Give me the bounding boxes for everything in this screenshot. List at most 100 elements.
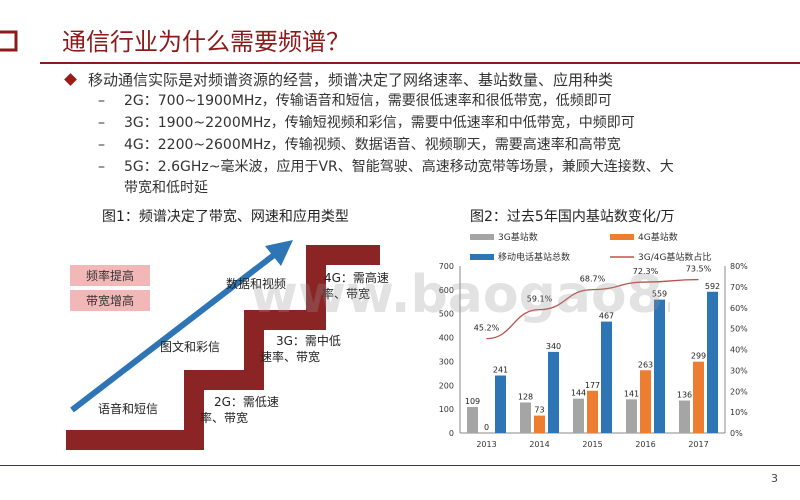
bar-label-s4g: 73 xyxy=(534,406,544,415)
bar-total xyxy=(601,321,612,433)
bullet-3g-text: 3G：1900~2200MHz，传输短视频和彩信，需要中低速率和中低带宽，中频即… xyxy=(124,115,635,131)
dash-icon: – xyxy=(98,93,105,109)
bar-label-s4g: 0 xyxy=(484,423,489,432)
watermark-text: www.baogao8.com xyxy=(250,265,670,325)
bullet-2g: – 2G：700~1900MHz，传输语音和短信，需要很低速率和很低带宽，低频即可 xyxy=(62,90,792,112)
share-line xyxy=(486,278,699,340)
y-tick-label: 0 xyxy=(449,429,454,438)
trend-arrow-line xyxy=(70,252,276,413)
y2-tick-label: 30% xyxy=(730,366,748,375)
share-point-label: 73.5% xyxy=(686,265,712,274)
bar-label-s3g: 141 xyxy=(624,389,639,398)
bar-label-s4g: 299 xyxy=(691,352,706,361)
legend-swatch-3g xyxy=(470,234,494,240)
x-tick-label: 2016 xyxy=(635,440,655,449)
diamond-bullet-icon xyxy=(64,73,77,86)
step-4g-label-a: 4G：需高速 xyxy=(324,270,389,285)
bullet-4g-text: 4G：2200~2600MHz，传输视频、数据语音、视频聊天，需要高速率和高带宽 xyxy=(124,137,621,153)
bar-label-total: 241 xyxy=(493,366,508,375)
share-point-label: 59.1% xyxy=(527,295,553,304)
dash-icon: – xyxy=(98,115,105,131)
bar-label-s3g: 128 xyxy=(518,392,533,401)
step-4g-label-b: 率、带宽 xyxy=(322,286,370,301)
bullet-2g-text: 2G：700~1900MHz，传输语音和短信，需要很低速率和很低带宽，低频即可 xyxy=(124,93,612,109)
bar-s4g xyxy=(534,415,545,433)
bar-s3g xyxy=(467,406,478,433)
dash-icon: – xyxy=(98,137,105,153)
page-title: 通信行业为什么需要频谱？ xyxy=(62,28,350,56)
label-box-freq xyxy=(70,265,150,286)
arrow-head-icon xyxy=(265,240,293,266)
share-point-label: 45.2% xyxy=(474,324,500,333)
bar-label-total: 467 xyxy=(599,312,614,321)
title-divider xyxy=(40,62,800,64)
step-3g-label-b: 速率、带宽 xyxy=(260,349,320,364)
dash-icon: – xyxy=(98,159,105,175)
page-number: 3 xyxy=(771,472,778,485)
step-3g-label-a: 3G：需中低 xyxy=(276,333,341,348)
y-tick-label: 100 xyxy=(439,405,454,414)
fig1-staircase-diagram: 频率提高 带宽增高 语音和短信 图文和彩信 数据和视频 2G：需低速 率、带宽 … xyxy=(66,240,389,450)
bar-s3g xyxy=(626,399,637,433)
y2-tick-label: 10% xyxy=(730,408,748,417)
bar-s3g xyxy=(679,400,690,433)
label-freq-up: 频率提高 xyxy=(86,268,134,283)
bar-label-s3g: 109 xyxy=(465,397,480,406)
step-2g-label-b: 率、带宽 xyxy=(200,410,248,425)
y-tick-label: 300 xyxy=(439,357,454,366)
label-bandwidth-up: 带宽增高 xyxy=(86,293,134,308)
bar-s4g xyxy=(587,390,598,433)
watermark: www.baogao8.com xyxy=(250,265,670,325)
share-point-label: 68.7% xyxy=(580,275,606,284)
y-tick-label: 400 xyxy=(439,334,454,343)
x-tick-label: 2015 xyxy=(582,440,602,449)
bar-s3g xyxy=(520,402,531,433)
step-mms-label: 图文和彩信 xyxy=(160,339,220,354)
bar-s3g xyxy=(573,398,584,433)
y-tick-label: 500 xyxy=(439,310,454,319)
fig2-caption: 图2：过去5年国内基站数变化/万 xyxy=(470,209,675,225)
bar-s4g xyxy=(640,370,651,433)
fig1-caption: 图1：频谱决定了带宽、网速和应用类型 xyxy=(102,209,349,225)
step-voice-label: 语音和短信 xyxy=(98,401,158,416)
legend-share-label: 3G/4G基站数占比 xyxy=(638,251,711,263)
bar-total xyxy=(654,299,665,433)
corner-square-icon xyxy=(0,30,18,52)
y2-tick-label: 40% xyxy=(730,346,748,355)
share-point-label: 72.3% xyxy=(633,267,659,276)
bar-total xyxy=(707,291,718,433)
fig2-base-station-chart: 3G基站数 4G基站数 移动电话基站总数 3G/4G基站数占比 0 100 200 3… xyxy=(439,231,748,449)
legend-total-label: 移动电话基站总数 xyxy=(498,251,570,263)
bar-label-s3g: 144 xyxy=(571,389,586,398)
y2-tick-label: 20% xyxy=(730,387,748,396)
bullet-4g: – 4G：2200~2600MHz，传输视频、数据语音、视频聊天，需要高速率和高带… xyxy=(62,134,792,156)
legend-4g-label: 4G基站数 xyxy=(638,231,678,243)
bullet-3g: – 3G：1900~2200MHz，传输短视频和彩信，需要中低速率和中低带宽，中频… xyxy=(62,112,792,134)
bullet-list: 移动通信实际是对频谱资源的经营，频谱决定了网络速率、基站数量、应用种类 – 2G：… xyxy=(62,70,792,199)
y-tick-label: 600 xyxy=(439,286,454,295)
bar-total xyxy=(495,375,506,433)
bar-label-s4g: 263 xyxy=(638,360,653,369)
y2-tick-label: 60% xyxy=(730,304,748,313)
step-video-label: 数据和视频 xyxy=(226,276,286,291)
legend-swatch-total xyxy=(470,254,494,260)
bullet-5g: – 5G：2.6GHz~毫米波，应用于VR、智能驾驶、高速移动宽带等场景，兼顾大连… xyxy=(62,156,792,178)
bar-label-total: 340 xyxy=(546,342,561,351)
y2-tick-label: 50% xyxy=(730,325,748,334)
label-box-bandwidth xyxy=(70,290,150,311)
x-tick-label: 2013 xyxy=(476,440,496,449)
y2-tick-label: 0% xyxy=(730,429,743,438)
bar-label-total: 559 xyxy=(652,290,667,299)
bar-label-s4g: 177 xyxy=(585,381,600,390)
bar-s4g xyxy=(693,361,704,433)
bullet-main: 移动通信实际是对频谱资源的经营，频谱决定了网络速率、基站数量、应用种类 xyxy=(62,70,792,90)
y2-tick-label: 70% xyxy=(730,283,748,292)
bullet-5g-text: 5G：2.6GHz~毫米波，应用于VR、智能驾驶、高速移动宽带等场景，兼顾大连接… xyxy=(124,159,674,175)
bar-total xyxy=(548,351,559,433)
bullet-main-text: 移动通信实际是对频谱资源的经营，频谱决定了网络速率、基站数量、应用种类 xyxy=(88,71,614,89)
y-tick-label: 700 xyxy=(439,262,454,271)
bar-label-total: 592 xyxy=(705,282,720,291)
bar-label-s3g: 136 xyxy=(677,391,692,400)
y2-tick-label: 80% xyxy=(730,262,748,271)
step-2g-label-a: 2G：需低速 xyxy=(214,395,279,409)
